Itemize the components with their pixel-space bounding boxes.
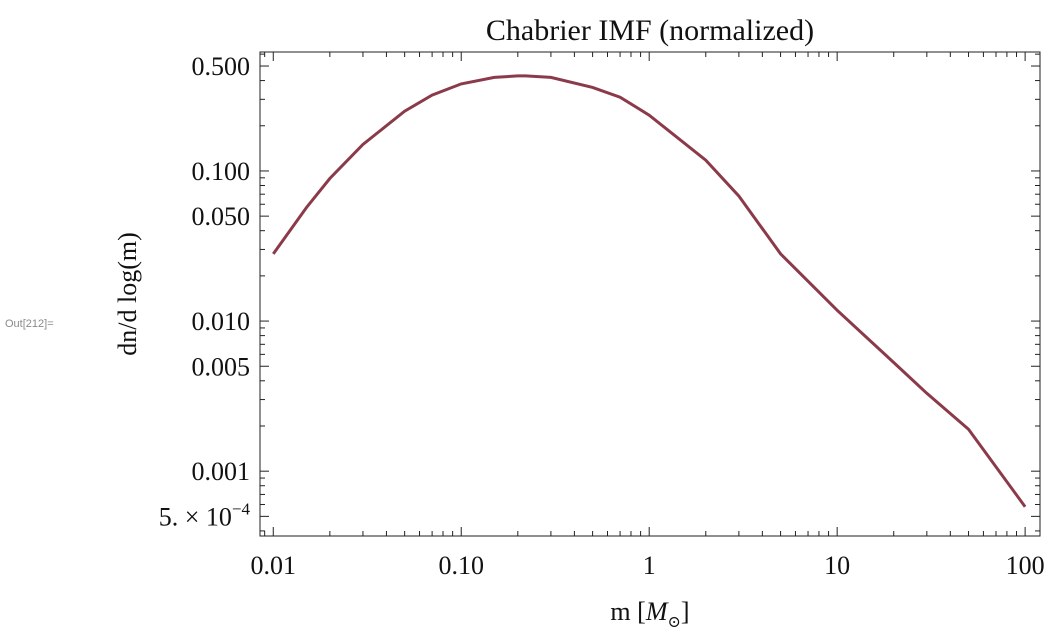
y-axis-label: dn/d log(m) <box>113 232 142 356</box>
x-tick-label: 1 <box>643 551 656 580</box>
plot-frame <box>259 51 1041 537</box>
imf-curve <box>272 74 1027 508</box>
x-axis-label-main: m [ <box>610 597 645 626</box>
y-tick-label: 0.500 <box>192 52 251 81</box>
y-tick-label-mantissa: 5. × 10 <box>159 502 232 531</box>
x-axis-label: m [M⊙] <box>610 597 689 631</box>
x-axis-label-symbol: M <box>645 597 669 626</box>
y-tick-label: 0.100 <box>192 157 251 186</box>
x-tick-label: 100 <box>1006 551 1045 580</box>
y-tick-labels: 0.500 0.100 0.050 0.010 0.005 0.001 5. × 10−4 <box>159 52 251 531</box>
y-tick-label-exponent: −4 <box>232 499 251 518</box>
output-cell-label: Out[212]= <box>5 318 54 330</box>
chart-title: Chabrier IMF (normalized) <box>486 14 814 47</box>
axis-ticks <box>260 52 1040 536</box>
x-tick-labels: 0.01 0.10 1 10 100 <box>251 551 1045 580</box>
y-tick-label: 0.050 <box>192 202 251 231</box>
x-tick-label: 10 <box>824 551 850 580</box>
x-axis-label-subscript: ⊙ <box>667 614 680 631</box>
x-tick-label: 0.10 <box>438 551 484 580</box>
x-tick-label: 0.01 <box>251 551 297 580</box>
y-tick-label: 0.005 <box>192 352 251 381</box>
y-tick-label: 0.001 <box>192 457 251 486</box>
y-tick-label: 5. × 10−4 <box>159 499 251 531</box>
x-axis-label-close: ] <box>681 597 690 626</box>
y-tick-label: 0.010 <box>192 307 251 336</box>
